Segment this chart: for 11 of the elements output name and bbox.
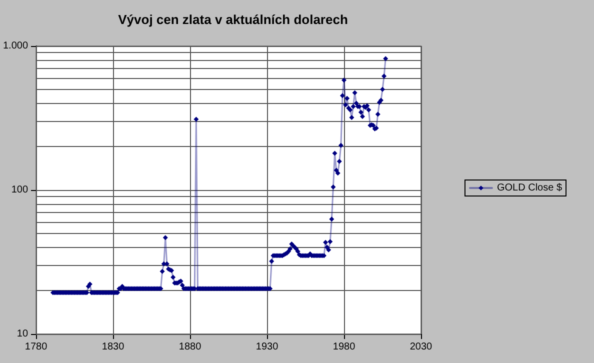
y-tick-label: 100 bbox=[11, 184, 28, 196]
y-tick-label: 10 bbox=[16, 328, 28, 340]
y-tick-label: 1.000 bbox=[2, 40, 28, 52]
chart-title: Vývoj cen zlata v aktuálních dolarech bbox=[118, 12, 348, 27]
legend-label: GOLD Close $ bbox=[496, 182, 562, 194]
x-tick-label: 1980 bbox=[332, 342, 356, 352]
x-tick-label: 1830 bbox=[102, 342, 125, 352]
x-tick-label: 1780 bbox=[24, 342, 48, 352]
x-tick-label: 1930 bbox=[256, 342, 279, 352]
x-tick-label: 1880 bbox=[178, 342, 202, 352]
x-tick-label: 2030 bbox=[410, 342, 433, 352]
